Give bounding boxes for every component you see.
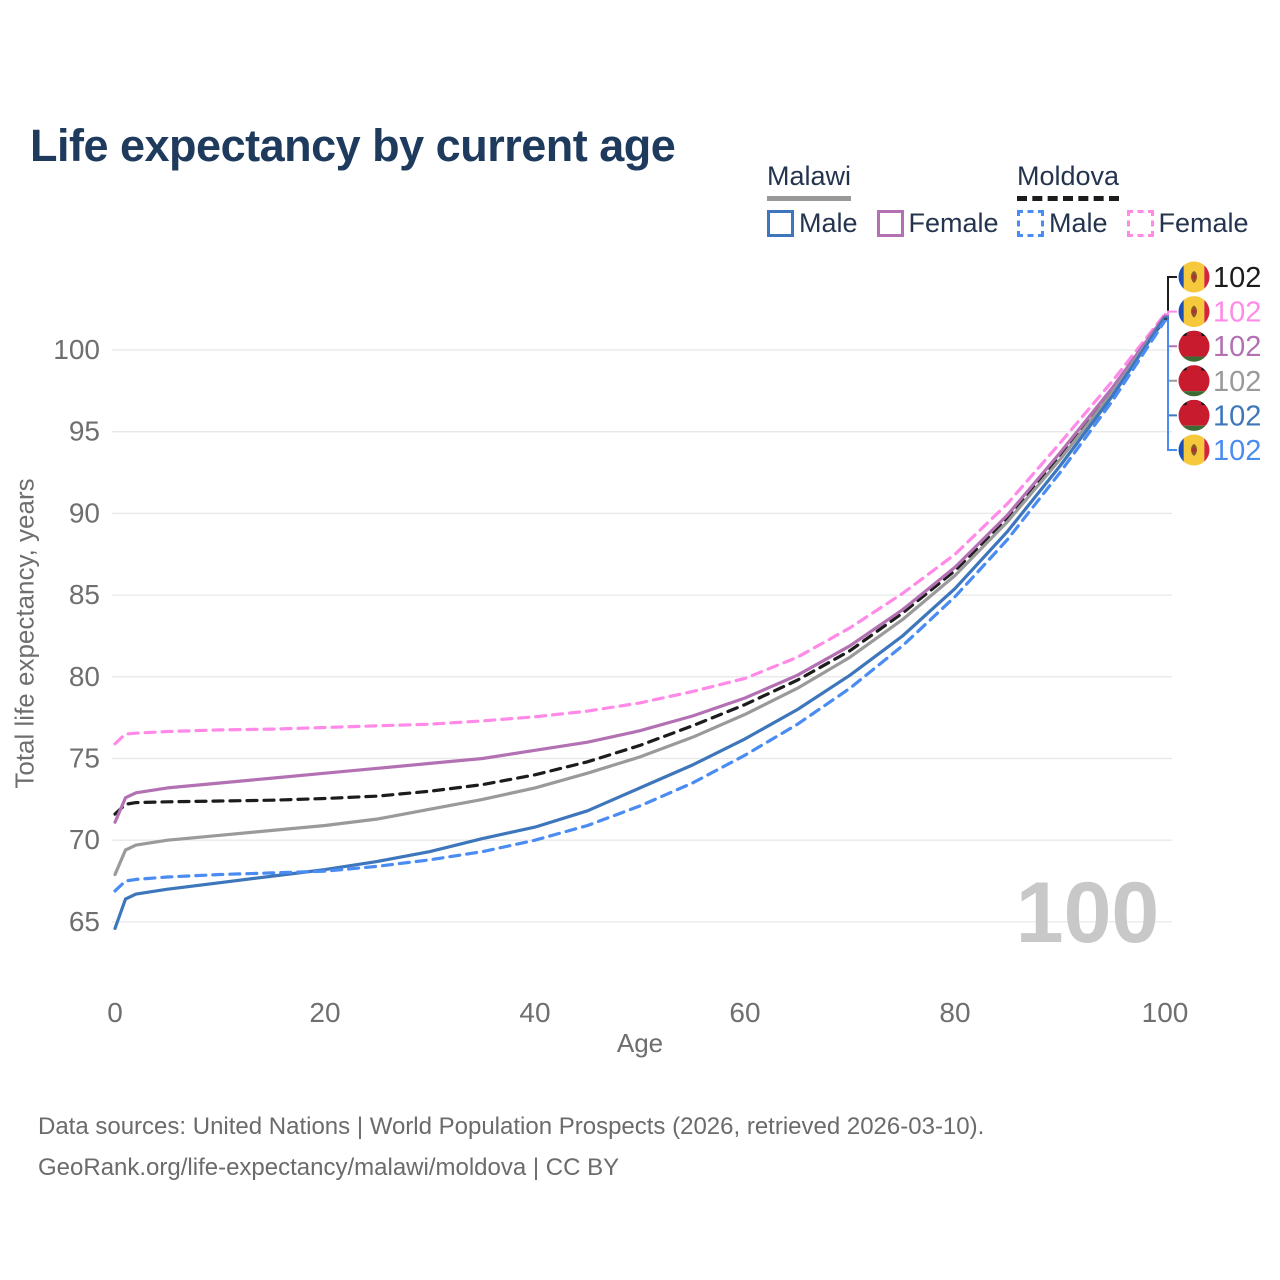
end-label-connector	[1164, 310, 1177, 316]
y-tick-label: 95	[69, 416, 100, 447]
end-label-connector	[1164, 316, 1177, 417]
y-tick-label: 85	[69, 579, 100, 610]
attribution-line[interactable]: GeoRank.org/life-expectancy/malawi/moldo…	[38, 1154, 620, 1181]
y-tick-label: 70	[69, 824, 100, 855]
legend-item-malawi-female[interactable]: Female	[876, 208, 999, 239]
x-tick-label: 80	[939, 997, 970, 1028]
series-line-moldova-both-sexes[interactable]	[113, 317, 1167, 816]
legend-group-malawi: Malawi Male Female	[767, 161, 1018, 239]
series-line-moldova-female[interactable]	[113, 312, 1167, 746]
y-tick-label: 80	[69, 661, 100, 692]
flag-icon-moldova	[1178, 261, 1210, 293]
y-axis-title: Total life expectancy, years	[9, 478, 40, 789]
current-age-watermark: 100	[1015, 865, 1160, 961]
end-value-label-moldova-both-sexes: 102	[1213, 262, 1261, 294]
legend-item-moldova-male[interactable]: Male	[1017, 208, 1108, 239]
series-line-malawi-both-sexes[interactable]	[113, 315, 1167, 877]
x-tick-label: 0	[107, 997, 123, 1028]
end-value-label-moldova-male: 102	[1213, 435, 1261, 467]
end-value-label-moldova-female: 102	[1213, 297, 1261, 329]
x-tick-label: 40	[519, 997, 550, 1028]
page-title: Life expectancy by current age	[30, 120, 676, 172]
line-swatch-icon	[876, 210, 904, 237]
footer: Data sources: United Nations | World Pop…	[38, 1106, 984, 1188]
y-tick-label: 65	[69, 906, 100, 937]
end-value-label-malawi-both-sexes: 102	[1213, 366, 1261, 398]
flag-icon-malawi	[1178, 330, 1210, 362]
y-tick-label: 75	[69, 743, 100, 774]
x-tick-label: 60	[729, 997, 760, 1028]
legend-group-moldova: Moldova Male Female	[1017, 161, 1268, 239]
flag-icon-malawi	[1178, 365, 1210, 397]
data-sources-line: Data sources: United Nations | World Pop…	[38, 1113, 985, 1140]
line-swatch-icon	[1126, 210, 1154, 237]
x-tick-label: 20	[309, 997, 340, 1028]
legend-country-malawi[interactable]: Malawi	[767, 161, 852, 201]
y-tick-label: 90	[69, 497, 100, 528]
legend-item-malawi-male[interactable]: Male	[767, 208, 858, 239]
series-line-malawi-female[interactable]	[113, 314, 1167, 824]
flag-icon-malawi	[1178, 399, 1210, 431]
end-label-connector	[1164, 316, 1177, 382]
line-swatch-icon	[767, 210, 794, 237]
flag-icon-moldova	[1178, 434, 1210, 466]
legend-item-moldova-female[interactable]: Female	[1126, 208, 1249, 239]
end-value-label-malawi-male: 102	[1213, 400, 1261, 432]
end-value-label-malawi-female: 102	[1213, 331, 1261, 363]
end-label-connector	[1164, 276, 1177, 320]
flag-icon-moldova	[1178, 296, 1210, 328]
y-tick-label: 100	[53, 334, 100, 365]
end-label-connector	[1164, 319, 1177, 451]
x-tick-label: 100	[1142, 997, 1189, 1028]
series-line-moldova-male[interactable]	[113, 319, 1167, 893]
legend-country-moldova[interactable]: Moldova	[1017, 161, 1120, 201]
series-line-malawi-male[interactable]	[113, 315, 1167, 931]
line-swatch-icon	[1017, 210, 1044, 237]
x-axis-title: Age	[616, 1028, 664, 1058]
